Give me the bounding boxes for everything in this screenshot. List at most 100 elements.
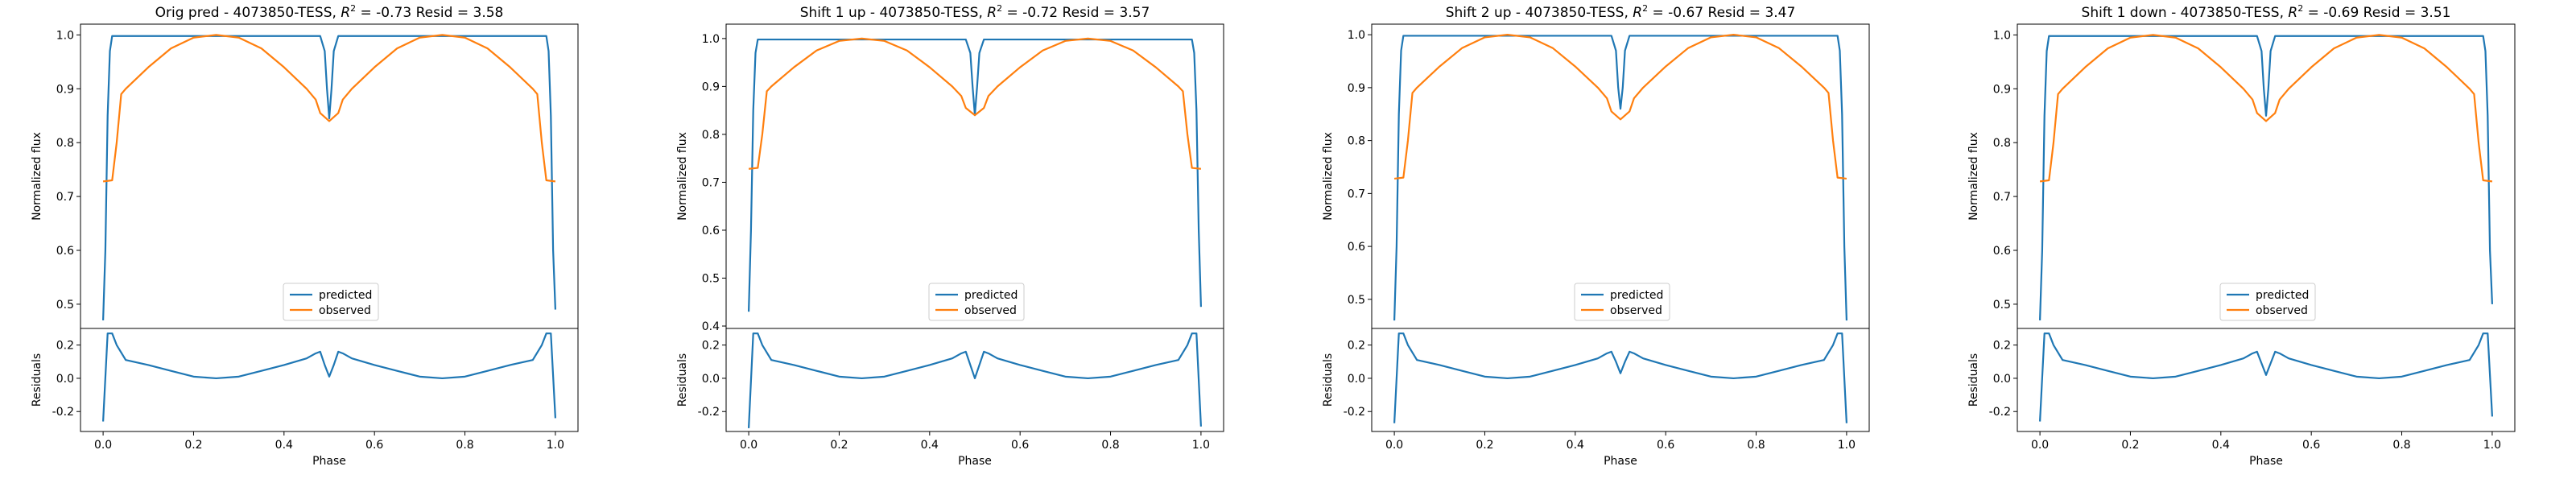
flux-ytick-label: 0.9 bbox=[702, 80, 720, 93]
title-sup: 2 bbox=[350, 3, 356, 14]
xtick-label: 0.8 bbox=[1101, 439, 1119, 452]
chart-panel-4: Shift 1 down - 4073850-TESS, R2 = -0.69 … bbox=[1967, 3, 2516, 468]
chart-panel-1: Orig pred - 4073850-TESS, R2 = -0.73 Res… bbox=[31, 3, 579, 468]
xtick-label: 0.2 bbox=[1476, 439, 1493, 452]
title-suffix: = -0.69 Resid = 3.51 bbox=[2303, 5, 2450, 21]
residuals-axes bbox=[2017, 328, 2516, 432]
title-sup: 2 bbox=[1642, 3, 1648, 14]
legend-label-predicted: predicted bbox=[1610, 289, 1663, 302]
x-axis-label: Phase bbox=[958, 455, 992, 468]
title-prefix: Shift 1 up - 4073850-TESS, bbox=[800, 5, 988, 21]
x-axis-label: Phase bbox=[312, 455, 346, 468]
series-line-residuals bbox=[101, 332, 557, 422]
flux-ytick-label: 0.6 bbox=[56, 245, 74, 258]
title-prefix: Orig pred - 4073850-TESS, bbox=[155, 5, 341, 21]
title-prefix: Shift 1 down - 4073850-TESS, bbox=[2082, 5, 2289, 21]
legend: predicted observed bbox=[283, 283, 379, 321]
flux-ytick-label: 1.0 bbox=[702, 33, 720, 46]
xtick-label: 1.0 bbox=[1838, 439, 1856, 452]
xtick-label: 0.0 bbox=[2031, 439, 2049, 452]
residuals-axes bbox=[725, 328, 1224, 432]
title-r: R bbox=[987, 5, 997, 21]
title-suffix: = -0.67 Resid = 3.47 bbox=[1648, 5, 1795, 21]
xtick-label: 0.8 bbox=[2392, 439, 2410, 452]
flux-ytick-label: 0.7 bbox=[1348, 188, 1365, 200]
xtick-label: 0.8 bbox=[456, 439, 473, 452]
flux-ytick-label: 1.0 bbox=[56, 29, 74, 42]
series-line-observed bbox=[102, 34, 556, 183]
xtick-label: 0.2 bbox=[2121, 439, 2139, 452]
series-line-predicted bbox=[101, 35, 557, 320]
series-line-residuals bbox=[2038, 332, 2494, 422]
xtick-label: 0.0 bbox=[1385, 439, 1403, 452]
flux-axes bbox=[80, 23, 579, 329]
series-line-predicted bbox=[2038, 35, 2494, 320]
legend-label-predicted: predicted bbox=[964, 289, 1018, 302]
resid-ytick-label: 0.2 bbox=[702, 340, 720, 353]
series-line-predicted bbox=[747, 38, 1203, 312]
residuals-axis-label: Residuals bbox=[1322, 353, 1335, 407]
flux-ytick-label: 0.9 bbox=[1993, 83, 2011, 96]
flux-ytick-label: 0.6 bbox=[1348, 241, 1365, 254]
flux-axis-label: Normalized flux bbox=[1967, 132, 1980, 221]
xtick-label: 0.4 bbox=[921, 439, 939, 452]
flux-ytick-label: 0.7 bbox=[56, 191, 74, 204]
flux-ytick-label: 0.7 bbox=[702, 176, 720, 189]
xtick-label: 0.8 bbox=[1747, 439, 1765, 452]
flux-ytick-label: 0.5 bbox=[1348, 294, 1365, 307]
resid-ytick-label: -0.2 bbox=[52, 406, 74, 419]
title-r: R bbox=[2288, 5, 2297, 21]
legend-label-observed: observed bbox=[2256, 304, 2308, 317]
series-line-observed bbox=[1393, 34, 1847, 180]
legend-label-predicted: predicted bbox=[2256, 289, 2309, 302]
legend-box bbox=[1574, 283, 1670, 321]
xtick-label: 0.0 bbox=[740, 439, 758, 452]
flux-ytick-label: 0.7 bbox=[1993, 191, 2011, 204]
xtick-label: 1.0 bbox=[1192, 439, 1210, 452]
flux-axis-label: Normalized flux bbox=[1322, 132, 1335, 221]
resid-ytick-label: -0.2 bbox=[698, 406, 720, 419]
flux-ytick-label: 1.0 bbox=[1348, 29, 1365, 42]
flux-ytick-label: 0.9 bbox=[56, 83, 74, 96]
chart-title: Orig pred - 4073850-TESS, R2 = -0.73 Res… bbox=[155, 3, 504, 21]
xtick-label: 1.0 bbox=[547, 439, 564, 452]
series-line-residuals bbox=[747, 332, 1203, 428]
legend: predicted observed bbox=[1574, 283, 1670, 321]
resid-ytick-label: 0.2 bbox=[1993, 340, 2011, 353]
flux-ytick-label: 0.8 bbox=[1993, 137, 2011, 150]
flux-ytick-label: 0.6 bbox=[1993, 245, 2011, 258]
series-line-observed bbox=[2039, 34, 2493, 183]
resid-ytick-label: -0.2 bbox=[1344, 406, 1365, 419]
title-r: R bbox=[1633, 5, 1642, 21]
xtick-label: 0.4 bbox=[275, 439, 293, 452]
xtick-label: 0.4 bbox=[2212, 439, 2230, 452]
flux-axes bbox=[725, 23, 1224, 329]
legend-box bbox=[928, 283, 1025, 321]
flux-axes bbox=[1371, 23, 1870, 329]
flux-axis-label: Normalized flux bbox=[31, 132, 43, 221]
residuals-axes bbox=[80, 328, 579, 432]
series-line-observed bbox=[748, 37, 1202, 170]
residuals-axis-label: Residuals bbox=[676, 353, 689, 407]
series-line-predicted bbox=[1393, 35, 1848, 321]
chart-title: Shift 2 up - 4073850-TESS, R2 = -0.67 Re… bbox=[1446, 3, 1796, 21]
title-suffix: = -0.73 Resid = 3.58 bbox=[356, 5, 503, 21]
legend-label-observed: observed bbox=[1610, 304, 1662, 317]
xtick-label: 1.0 bbox=[2483, 439, 2501, 452]
residuals-axis-label: Residuals bbox=[1967, 353, 1980, 407]
residuals-axis-label: Residuals bbox=[31, 353, 43, 407]
flux-axis-label: Normalized flux bbox=[676, 132, 689, 221]
xtick-label: 0.0 bbox=[94, 439, 112, 452]
chart-title: Shift 1 up - 4073850-TESS, R2 = -0.72 Re… bbox=[800, 3, 1150, 21]
flux-ytick-label: 1.0 bbox=[1993, 29, 2011, 42]
title-sup: 2 bbox=[2297, 3, 2303, 14]
flux-ytick-label: 0.5 bbox=[56, 299, 74, 312]
resid-ytick-label: 0.0 bbox=[56, 373, 74, 386]
legend-box bbox=[283, 283, 379, 321]
xtick-label: 0.2 bbox=[830, 439, 848, 452]
xtick-label: 0.4 bbox=[1567, 439, 1584, 452]
chart-panel-3: Shift 2 up - 4073850-TESS, R2 = -0.67 Re… bbox=[1322, 3, 1870, 468]
chart-title: Shift 1 down - 4073850-TESS, R2 = -0.69 … bbox=[2082, 3, 2451, 21]
series-line-residuals bbox=[1393, 332, 1848, 423]
